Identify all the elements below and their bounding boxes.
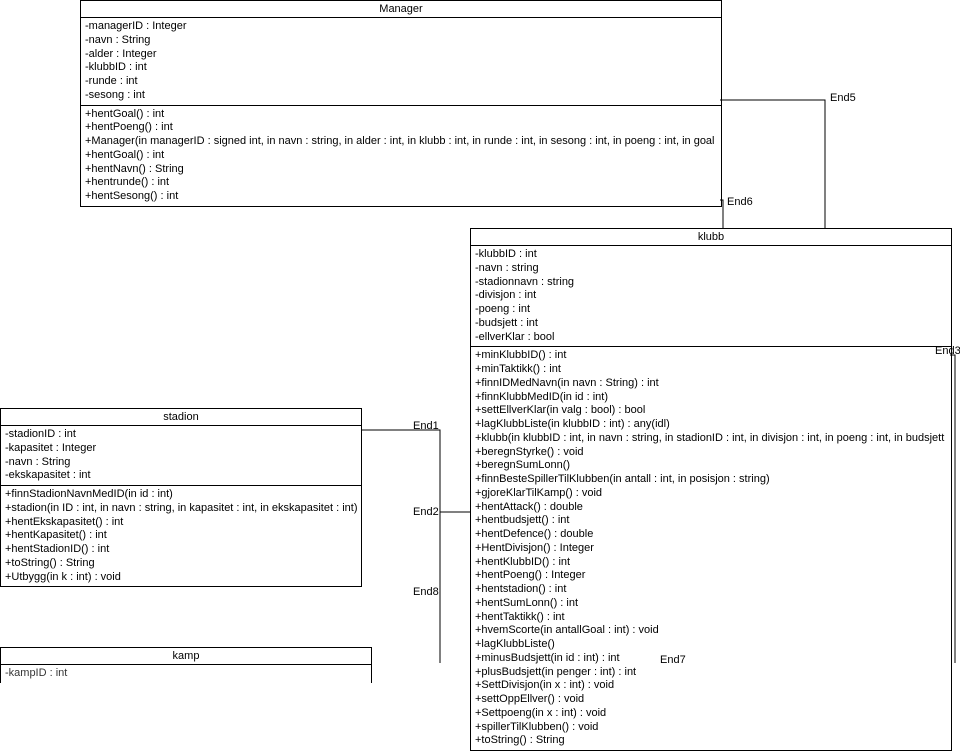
class-title: kamp (1, 648, 371, 665)
class-attributes: -klubbID : int -navn : string -stadionna… (471, 246, 951, 347)
op: +minKlubbID() : int (475, 349, 947, 363)
op: +finnStadionNavnMedID(in id : int) (5, 488, 357, 502)
op: +hentNavn() : String (85, 163, 717, 177)
op: +SettDivisjon(in x : int) : void (475, 679, 947, 693)
class-operations: +minKlubbID() : int +minTaktikk() : int … (471, 347, 951, 750)
class-kamp: kamp -kampID : int (0, 647, 372, 683)
attr: -stadionnavn : string (475, 276, 947, 290)
op: +hentstadion() : int (475, 583, 947, 597)
op: +minTaktikk() : int (475, 363, 947, 377)
op: +plusBudsjett(in penger : int) : int (475, 666, 947, 680)
class-operations: +finnStadionNavnMedID(in id : int) +stad… (1, 486, 361, 586)
assoc-end-8: End8 (413, 586, 439, 598)
attr: -poeng : int (475, 303, 947, 317)
class-klubb: klubb -klubbID : int -navn : string -sta… (470, 228, 952, 751)
assoc-end-2: End2 (413, 506, 439, 518)
op: +hentKapasitet() : int (5, 529, 357, 543)
class-operations: +hentGoal() : int +hentPoeng() : int +Ma… (81, 106, 721, 206)
attr: -ellverKlar : bool (475, 331, 947, 345)
attr: -klubbID : int (475, 248, 947, 262)
op: +gjoreKlarTilKamp() : void (475, 487, 947, 501)
attr: -stadionID : int (5, 428, 357, 442)
op: +finnBesteSpillerTilKlubben(in antall : … (475, 473, 947, 487)
op: +beregnSumLonn() (475, 459, 947, 473)
op: +hentStadionID() : int (5, 543, 357, 557)
op: +HentDivisjon() : Integer (475, 542, 947, 556)
op: +hentSesong() : int (85, 190, 717, 204)
op: +hentEkskapasitet() : int (5, 516, 357, 530)
op: +lagKlubbListe(in klubbID : int) : any(i… (475, 418, 947, 432)
op: +hentGoal() : int (85, 108, 717, 122)
op: +toString() : String (5, 557, 357, 571)
op: +hentTaktikk() : int (475, 611, 947, 625)
op: +Settpoeng(in x : int) : void (475, 707, 947, 721)
attr: -klubbID : int (85, 61, 717, 75)
assoc-end-5: End5 (830, 92, 856, 104)
op: +finnKlubbMedID(in id : int) (475, 391, 947, 405)
op: +hentAttack() : double (475, 501, 947, 515)
op: +hentPoeng() : int (85, 121, 717, 135)
op: +Utbygg(in k : int) : void (5, 571, 357, 585)
op: +lagKlubbListe() (475, 638, 947, 652)
class-attributes: -stadionID : int -kapasitet : Integer -n… (1, 426, 361, 486)
op: +toString() : String (475, 734, 947, 748)
class-title: Manager (81, 1, 721, 18)
class-title: klubb (471, 229, 951, 246)
class-attributes: -kampID : int (1, 665, 371, 683)
op: +hentKlubbID() : int (475, 556, 947, 570)
attr: -managerID : Integer (85, 20, 717, 34)
op: +minusBudsjett(in id : int) : int (475, 652, 947, 666)
class-attributes: -managerID : Integer -navn : String -ald… (81, 18, 721, 106)
op: +settOppEllver() : void (475, 693, 947, 707)
op: +finnIDMedNavn(in navn : String) : int (475, 377, 947, 391)
attr: -navn : string (475, 262, 947, 276)
op: +beregnStyrke() : void (475, 446, 947, 460)
op: +hentbudsjett() : int (475, 514, 947, 528)
assoc-end-6: End6 (727, 196, 753, 208)
attr: -navn : String (85, 34, 717, 48)
op: +hentGoal() : int (85, 149, 717, 163)
op: +hentPoeng() : Integer (475, 569, 947, 583)
assoc-end-7: End7 (660, 654, 686, 666)
assoc-end-1: End1 (413, 420, 439, 432)
op: +spillerTilKlubben() : void (475, 721, 947, 735)
attr: -ekskapasitet : int (5, 469, 357, 483)
attr: -navn : String (5, 456, 357, 470)
attr: -kapasitet : Integer (5, 442, 357, 456)
op: +hentSumLonn() : int (475, 597, 947, 611)
class-title: stadion (1, 409, 361, 426)
attr: -budsjett : int (475, 317, 947, 331)
assoc-end-3: End3 (935, 345, 960, 357)
class-stadion: stadion -stadionID : int -kapasitet : In… (0, 408, 362, 587)
op: +hentrunde() : int (85, 176, 717, 190)
attr: -kampID : int (5, 667, 367, 681)
op: +hentDefence() : double (475, 528, 947, 542)
attr: -sesong : int (85, 89, 717, 103)
op: +stadion(in ID : int, in navn : string, … (5, 502, 357, 516)
op: +settEllverKlar(in valg : bool) : bool (475, 404, 947, 418)
class-manager: Manager -managerID : Integer -navn : Str… (80, 0, 722, 207)
attr: -alder : Integer (85, 48, 717, 62)
op: +hvemScorte(in antallGoal : int) : void (475, 624, 947, 638)
attr: -runde : int (85, 75, 717, 89)
op: +klubb(in klubbID : int, in navn : strin… (475, 432, 947, 446)
attr: -divisjon : int (475, 289, 947, 303)
op: +Manager(in managerID : signed int, in n… (85, 135, 717, 149)
